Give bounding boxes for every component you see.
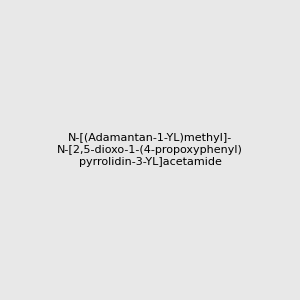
- Text: N-[(Adamantan-1-YL)methyl]-
N-[2,5-dioxo-1-(4-propoxyphenyl)
pyrrolidin-3-YL]ace: N-[(Adamantan-1-YL)methyl]- N-[2,5-dioxo…: [57, 134, 243, 166]
